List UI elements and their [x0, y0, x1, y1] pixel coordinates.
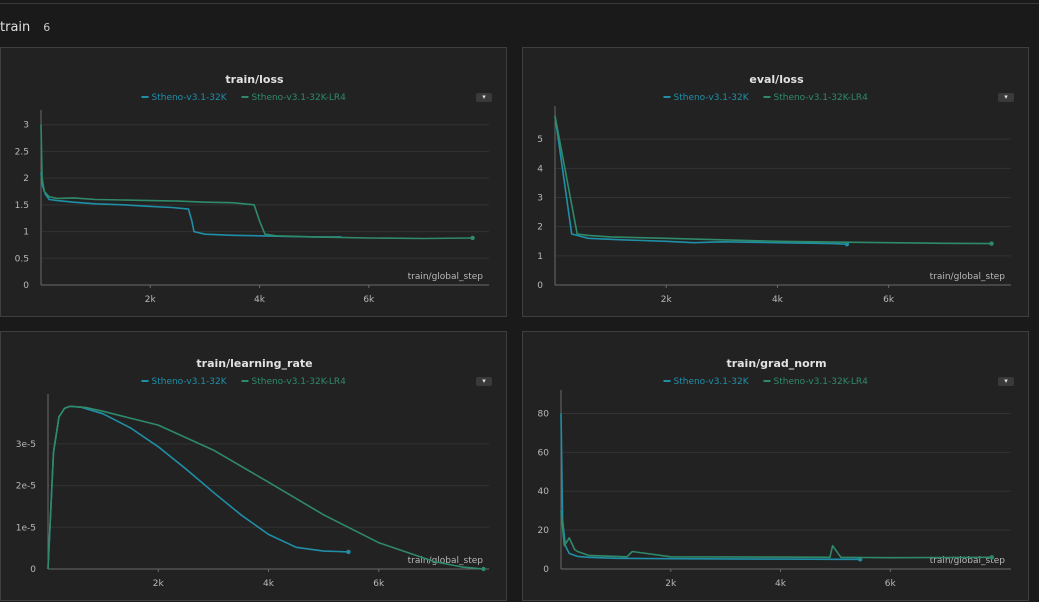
chart-svg: eval/loss Stheno-v3.1-32K Stheno-v3.1-32K-…: [537, 73, 1011, 305]
y-tick-label: 1: [23, 228, 29, 238]
chart-panel-grad-norm[interactable]: train/grad_norm Stheno-v3.1-32K Stheno-v3.…: [522, 331, 1029, 601]
chevron-down-icon: ▾: [482, 93, 486, 101]
y-tick-label: 0: [537, 281, 543, 291]
series-end-point: [470, 235, 475, 241]
y-tick-label: 80: [538, 409, 550, 419]
legend-label: Stheno-v3.1-32K: [152, 93, 228, 103]
chevron-down-icon: ▾: [1004, 377, 1008, 385]
x-tick-label: 2k: [665, 579, 677, 589]
chart-menu-button[interactable]: ▾: [476, 93, 492, 102]
section-count: 6: [43, 20, 51, 34]
chart-title: eval/loss: [749, 73, 804, 86]
y-tick-label: 60: [538, 448, 550, 458]
y-tick-label: 2: [537, 223, 543, 233]
y-tick-label: 3e-5: [16, 440, 36, 450]
x-tick-label: 6k: [363, 295, 375, 305]
chart-title: train/grad_norm: [726, 357, 826, 370]
x-axis-title: train/global_step: [408, 272, 484, 282]
chart-svg: train/grad_norm Stheno-v3.1-32K Stheno-v3.…: [538, 357, 1011, 589]
x-axis-title: train/global_step: [930, 272, 1006, 282]
chevron-down-icon: ▾: [1004, 93, 1008, 101]
legend-label: Stheno-v3.1-32K-LR4: [252, 93, 347, 103]
x-tick-label: 2k: [145, 295, 157, 305]
x-tick-label: 6k: [885, 579, 897, 589]
x-tick-label: 2k: [153, 579, 165, 589]
series-end-point: [844, 241, 850, 247]
y-tick-label: 4: [537, 164, 543, 174]
chart-svg: train/loss Stheno-v3.1-32K Stheno-v3.1-32K…: [15, 73, 489, 305]
top-divider: [0, 3, 1039, 4]
legend-label: Stheno-v3.1-32K: [674, 93, 750, 103]
section-title: train: [0, 19, 31, 35]
series-line: [40, 172, 342, 238]
y-tick-label: 3: [537, 194, 543, 204]
chart-menu-button[interactable]: ▾: [998, 377, 1014, 386]
chart-menu-button[interactable]: ▾: [998, 93, 1014, 102]
y-tick-label: 2.5: [15, 147, 29, 157]
chart-panel-learning-rate[interactable]: train/learning_rate Stheno-v3.1-32K Stheno…: [0, 331, 507, 601]
y-tick-label: 40: [538, 487, 550, 497]
legend-label: Stheno-v3.1-32K-LR4: [774, 377, 869, 387]
y-tick-label: 20: [538, 526, 550, 536]
series-line: [554, 115, 848, 245]
x-tick-label: 4k: [254, 295, 266, 305]
legend-label: Stheno-v3.1-32K: [674, 377, 750, 387]
series-end-point: [481, 566, 486, 572]
chart-title: train/loss: [225, 73, 284, 86]
x-tick-label: 6k: [373, 579, 385, 589]
y-tick-label: 5: [537, 135, 543, 145]
y-tick-label: 0.5: [15, 254, 29, 264]
y-tick-label: 1e-5: [16, 523, 36, 533]
x-axis-title: train/global_step: [930, 556, 1006, 566]
y-tick-label: 1: [537, 252, 543, 262]
x-tick-label: 2k: [661, 295, 673, 305]
x-tick-label: 4k: [775, 579, 787, 589]
series-line: [554, 115, 992, 245]
y-tick-label: 0: [543, 565, 549, 575]
chart-title: train/learning_rate: [196, 357, 312, 370]
series-end-point: [346, 549, 351, 555]
x-tick-label: 6k: [883, 295, 895, 305]
y-tick-label: 3: [23, 121, 29, 131]
legend-label: Stheno-v3.1-32K-LR4: [774, 93, 869, 103]
series-line: [47, 405, 484, 570]
legend-label: Stheno-v3.1-32K-LR4: [252, 377, 347, 387]
chevron-down-icon: ▾: [482, 377, 486, 385]
x-tick-label: 4k: [772, 295, 784, 305]
series-line: [40, 124, 473, 240]
x-tick-label: 4k: [263, 579, 275, 589]
y-tick-label: 0: [23, 281, 29, 291]
series-line: [560, 413, 861, 561]
x-axis-title: train/global_step: [408, 556, 484, 566]
y-tick-label: 1.5: [15, 201, 29, 211]
y-tick-label: 2: [23, 174, 29, 184]
y-tick-label: 0: [30, 565, 36, 575]
chart-panel-eval-loss[interactable]: eval/loss Stheno-v3.1-32K Stheno-v3.1-32K-…: [522, 47, 1029, 317]
section-header[interactable]: train 6: [0, 17, 50, 37]
series-line: [47, 405, 349, 570]
series-end-point: [989, 241, 994, 246]
series-end-point: [989, 555, 994, 560]
chart-svg: train/learning_rate Stheno-v3.1-32K Stheno…: [16, 357, 489, 589]
legend-label: Stheno-v3.1-32K: [152, 377, 228, 387]
series-line: [560, 510, 992, 559]
chart-panel-train-loss[interactable]: train/loss Stheno-v3.1-32K Stheno-v3.1-32K…: [0, 47, 507, 317]
chart-menu-button[interactable]: ▾: [476, 377, 492, 386]
y-tick-label: 2e-5: [16, 482, 36, 492]
